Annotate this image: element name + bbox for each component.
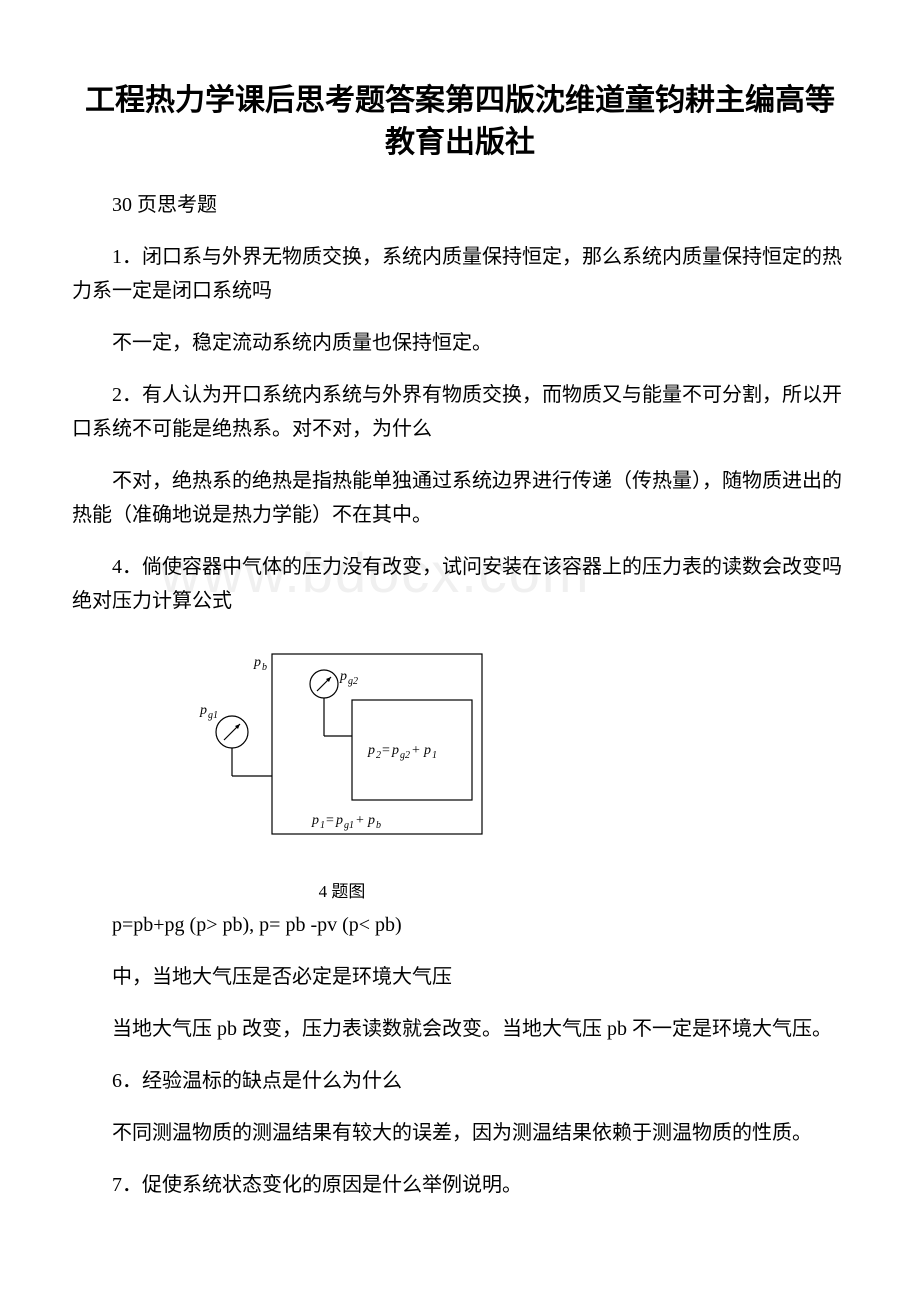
- answer-6: 不同测温物质的测温结果有较大的误差，因为测温结果依赖于测温物质的性质。: [72, 1116, 848, 1150]
- svg-text:p: p: [253, 655, 261, 670]
- question-4: 4．倘使容器中气体的压力没有改变，试问安装在该容器上的压力表的读数会改变吗绝对压…: [72, 550, 848, 618]
- svg-text:p: p: [367, 743, 375, 758]
- svg-text:+: +: [412, 743, 420, 758]
- question-4b: 中，当地大气压是否必定是环境大气压: [72, 960, 848, 994]
- svg-text:b: b: [376, 820, 381, 831]
- svg-text:1: 1: [432, 750, 437, 761]
- svg-text:p: p: [391, 743, 399, 758]
- svg-text:g1: g1: [208, 710, 218, 721]
- document-title: 工程热力学课后思考题答案第四版沈维道童钧耕主编高等教育出版社: [72, 80, 848, 164]
- figure-caption: 4 题图: [182, 877, 502, 902]
- svg-text:=: =: [326, 813, 334, 828]
- svg-text:+: +: [356, 813, 364, 828]
- svg-text:g2: g2: [400, 750, 410, 761]
- svg-text:p: p: [199, 703, 207, 718]
- page-ref: 30 页思考题: [72, 188, 848, 222]
- answer-1: 不一定，稳定流动系统内质量也保持恒定。: [72, 326, 848, 360]
- question-7: 7．促使系统状态变化的原因是什么举例说明。: [72, 1168, 848, 1202]
- svg-text:g1: g1: [344, 820, 354, 831]
- svg-text:p: p: [339, 669, 347, 684]
- figure-4: p b p g1 p g2 p 2 = p g2 + p 1 p 1 = p g…: [182, 636, 502, 902]
- svg-text:p: p: [423, 743, 431, 758]
- answer-2: 不对，绝热系的绝热是指热能单独通过系统边界进行传递（传热量），随物质进出的热能（…: [72, 464, 848, 532]
- svg-text:p: p: [311, 813, 319, 828]
- svg-text:2: 2: [376, 750, 381, 761]
- pressure-diagram: p b p g1 p g2 p 2 = p g2 + p 1 p 1 = p g…: [182, 636, 502, 866]
- document-content: 工程热力学课后思考题答案第四版沈维道童钧耕主编高等教育出版社 30 页思考题 1…: [72, 80, 848, 1202]
- svg-text:b: b: [262, 662, 267, 673]
- svg-text:g2: g2: [348, 676, 358, 687]
- svg-text:p: p: [367, 813, 375, 828]
- question-2: 2．有人认为开口系统内系统与外界有物质交换，而物质又与能量不可分割，所以开口系统…: [72, 378, 848, 446]
- answer-4: 当地大气压 pb 改变，压力表读数就会改变。当地大气压 pb 不一定是环境大气压…: [72, 1012, 848, 1046]
- svg-text:=: =: [382, 743, 390, 758]
- question-1: 1．闭口系与外界无物质交换，系统内质量保持恒定，那么系统内质量保持恒定的热力系一…: [72, 240, 848, 308]
- formula-line: p=pb+pg (p> pb), p= pb -pv (p< pb): [72, 908, 848, 942]
- question-6: 6．经验温标的缺点是什么为什么: [72, 1064, 848, 1098]
- svg-text:1: 1: [320, 820, 325, 831]
- svg-text:p: p: [335, 813, 343, 828]
